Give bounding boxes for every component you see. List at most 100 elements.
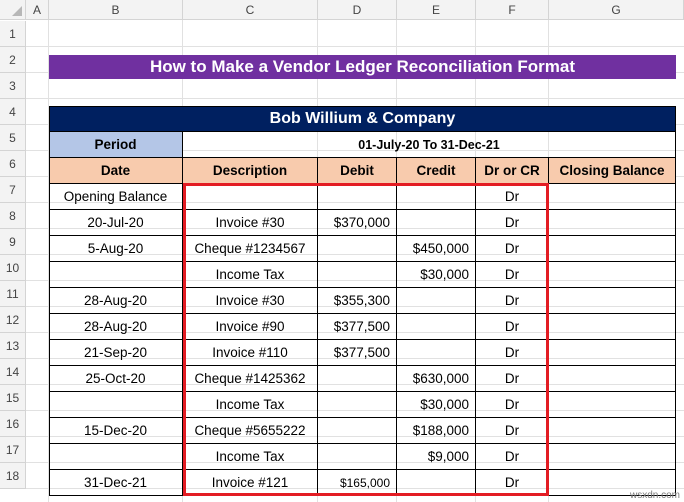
row-header-7[interactable]: 7 [0,177,26,203]
date-cell[interactable]: 21-Sep-20 [49,340,183,366]
row-header-10[interactable]: 10 [0,255,26,281]
date-cell[interactable]: 28-Aug-20 [49,314,183,340]
date-cell[interactable] [49,444,183,470]
debit-cell[interactable] [318,444,397,470]
closing-balance-cell[interactable] [549,236,676,262]
drcr-cell[interactable]: Dr [476,444,549,470]
description-cell[interactable]: Invoice #30 [183,210,318,236]
column-header-e[interactable]: E [397,0,476,20]
date-cell[interactable]: 15-Dec-20 [49,418,183,444]
row-header-14[interactable]: 14 [0,359,26,385]
header-debit[interactable]: Debit [318,158,397,184]
date-cell[interactable] [49,392,183,418]
debit-cell[interactable]: $370,000 [318,210,397,236]
drcr-cell[interactable]: Dr [476,470,549,496]
debit-cell[interactable]: $355,300 [318,288,397,314]
debit-cell[interactable]: $165,000 [318,470,397,496]
row-header-15[interactable]: 15 [0,385,26,411]
date-cell[interactable]: 20-Jul-20 [49,210,183,236]
credit-cell[interactable] [397,210,476,236]
row-header-6[interactable]: 6 [0,151,26,177]
date-cell[interactable]: 5-Aug-20 [49,236,183,262]
debit-cell[interactable] [318,184,397,210]
drcr-cell[interactable]: Dr [476,288,549,314]
closing-balance-cell[interactable] [549,262,676,288]
drcr-cell[interactable]: Dr [476,314,549,340]
closing-balance-cell[interactable] [549,184,676,210]
header-credit[interactable]: Credit [397,158,476,184]
date-cell[interactable]: 31-Dec-21 [49,470,183,496]
closing-balance-cell[interactable] [549,444,676,470]
row-header-3[interactable]: 3 [0,73,26,99]
header-closing-balance[interactable]: Closing Balance [549,158,676,184]
header-description[interactable]: Description [183,158,318,184]
row-header-13[interactable]: 13 [0,333,26,359]
description-cell[interactable]: Income Tax [183,262,318,288]
column-header-b[interactable]: B [49,0,183,20]
drcr-cell[interactable]: Dr [476,210,549,236]
row-header-8[interactable]: 8 [0,203,26,229]
debit-cell[interactable] [318,418,397,444]
description-cell[interactable] [183,184,318,210]
description-cell[interactable]: Cheque #1234567 [183,236,318,262]
row-header-9[interactable]: 9 [0,229,26,255]
drcr-cell[interactable]: Dr [476,262,549,288]
column-header-g[interactable]: G [549,0,684,20]
debit-cell[interactable] [318,236,397,262]
credit-cell[interactable]: $9,000 [397,444,476,470]
closing-balance-cell[interactable] [549,366,676,392]
credit-cell[interactable] [397,184,476,210]
description-cell[interactable]: Invoice #110 [183,340,318,366]
credit-cell[interactable] [397,288,476,314]
description-cell[interactable]: Invoice #90 [183,314,318,340]
description-cell[interactable]: Invoice #121 [183,470,318,496]
column-header-f[interactable]: F [476,0,549,20]
description-cell[interactable]: Cheque #5655222 [183,418,318,444]
sheet-title[interactable]: How to Make a Vendor Ledger Reconciliati… [49,55,676,79]
debit-cell[interactable] [318,392,397,418]
credit-cell[interactable]: $30,000 [397,392,476,418]
closing-balance-cell[interactable] [549,314,676,340]
select-all-corner[interactable] [0,0,26,20]
credit-cell[interactable]: $630,000 [397,366,476,392]
description-cell[interactable]: Income Tax [183,392,318,418]
drcr-cell[interactable]: Dr [476,366,549,392]
description-cell[interactable]: Invoice #30 [183,288,318,314]
row-header-16[interactable]: 16 [0,411,26,437]
column-header-a[interactable]: A [26,0,49,20]
column-header-d[interactable]: D [318,0,397,20]
debit-cell[interactable] [318,366,397,392]
period-value-cell[interactable]: 01-July-20 To 31-Dec-21 [183,132,676,158]
debit-cell[interactable]: $377,500 [318,314,397,340]
header-date[interactable]: Date [49,158,183,184]
drcr-cell[interactable]: Dr [476,392,549,418]
row-header-2[interactable]: 2 [0,47,26,73]
drcr-cell[interactable]: Dr [476,184,549,210]
row-header-12[interactable]: 12 [0,307,26,333]
closing-balance-cell[interactable] [549,340,676,366]
description-cell[interactable]: Income Tax [183,444,318,470]
date-cell[interactable] [49,262,183,288]
drcr-cell[interactable]: Dr [476,340,549,366]
row-header-11[interactable]: 11 [0,281,26,307]
credit-cell[interactable]: $450,000 [397,236,476,262]
row-header-1[interactable]: 1 [0,21,26,47]
row-header-4[interactable]: 4 [0,99,26,125]
header-dr-or-cr[interactable]: Dr or CR [476,158,549,184]
date-cell[interactable]: 28-Aug-20 [49,288,183,314]
date-cell[interactable]: Opening Balance [49,184,183,210]
closing-balance-cell[interactable] [549,288,676,314]
closing-balance-cell[interactable] [549,392,676,418]
period-label-cell[interactable]: Period [49,132,183,158]
row-header-18[interactable]: 18 [0,463,26,489]
credit-cell[interactable] [397,470,476,496]
company-name-cell[interactable]: Bob Willium & Company [49,106,676,132]
closing-balance-cell[interactable] [549,470,676,496]
credit-cell[interactable] [397,314,476,340]
debit-cell[interactable]: $377,500 [318,340,397,366]
column-header-c[interactable]: C [183,0,318,20]
drcr-cell[interactable]: Dr [476,236,549,262]
row-header-17[interactable]: 17 [0,437,26,463]
description-cell[interactable]: Cheque #1425362 [183,366,318,392]
credit-cell[interactable] [397,340,476,366]
